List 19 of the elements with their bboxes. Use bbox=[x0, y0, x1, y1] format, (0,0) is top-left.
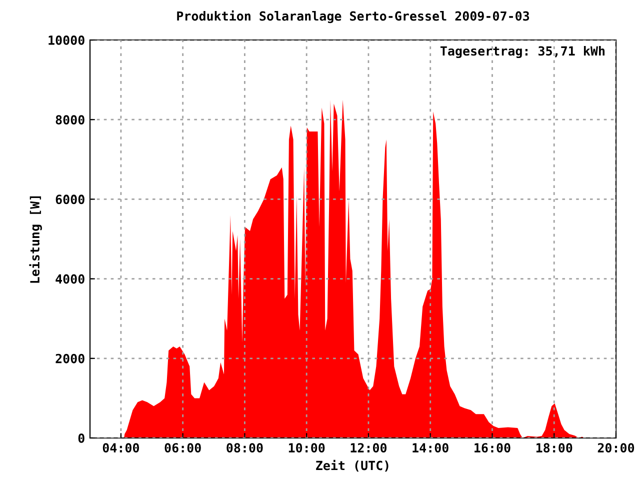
x-tick-label: 08:00 bbox=[226, 443, 263, 453]
x-tick-label: 16:00 bbox=[474, 443, 510, 453]
x-tick-label: 12:00 bbox=[350, 443, 387, 453]
x-tick-label: 04:00 bbox=[102, 443, 140, 453]
chart-title: Produktion Solaranlage Serto-Gressel 2009-07-03 bbox=[177, 10, 530, 24]
x-tick-label: 20:00 bbox=[598, 443, 634, 453]
y-tick-label: 4000 bbox=[56, 274, 84, 284]
y-tick-label: 2000 bbox=[56, 354, 84, 364]
y-tick-label: 10000 bbox=[48, 35, 84, 45]
x-tick-label: 18:00 bbox=[536, 443, 572, 453]
x-tick-label: 10:00 bbox=[288, 443, 325, 453]
y-axis-title: Leistung [W] bbox=[29, 196, 42, 283]
x-tick-label: 14:00 bbox=[412, 443, 448, 453]
x-tick-label: 06:00 bbox=[164, 443, 201, 453]
y-tick-label: 0 bbox=[78, 433, 84, 443]
y-tick-label: 6000 bbox=[56, 194, 84, 204]
x-axis-title: Zeit (UTC) bbox=[316, 460, 388, 472]
annotation: Tagesertrag: 35,71 kWh bbox=[440, 46, 604, 58]
y-tick-label: 8000 bbox=[56, 115, 84, 125]
